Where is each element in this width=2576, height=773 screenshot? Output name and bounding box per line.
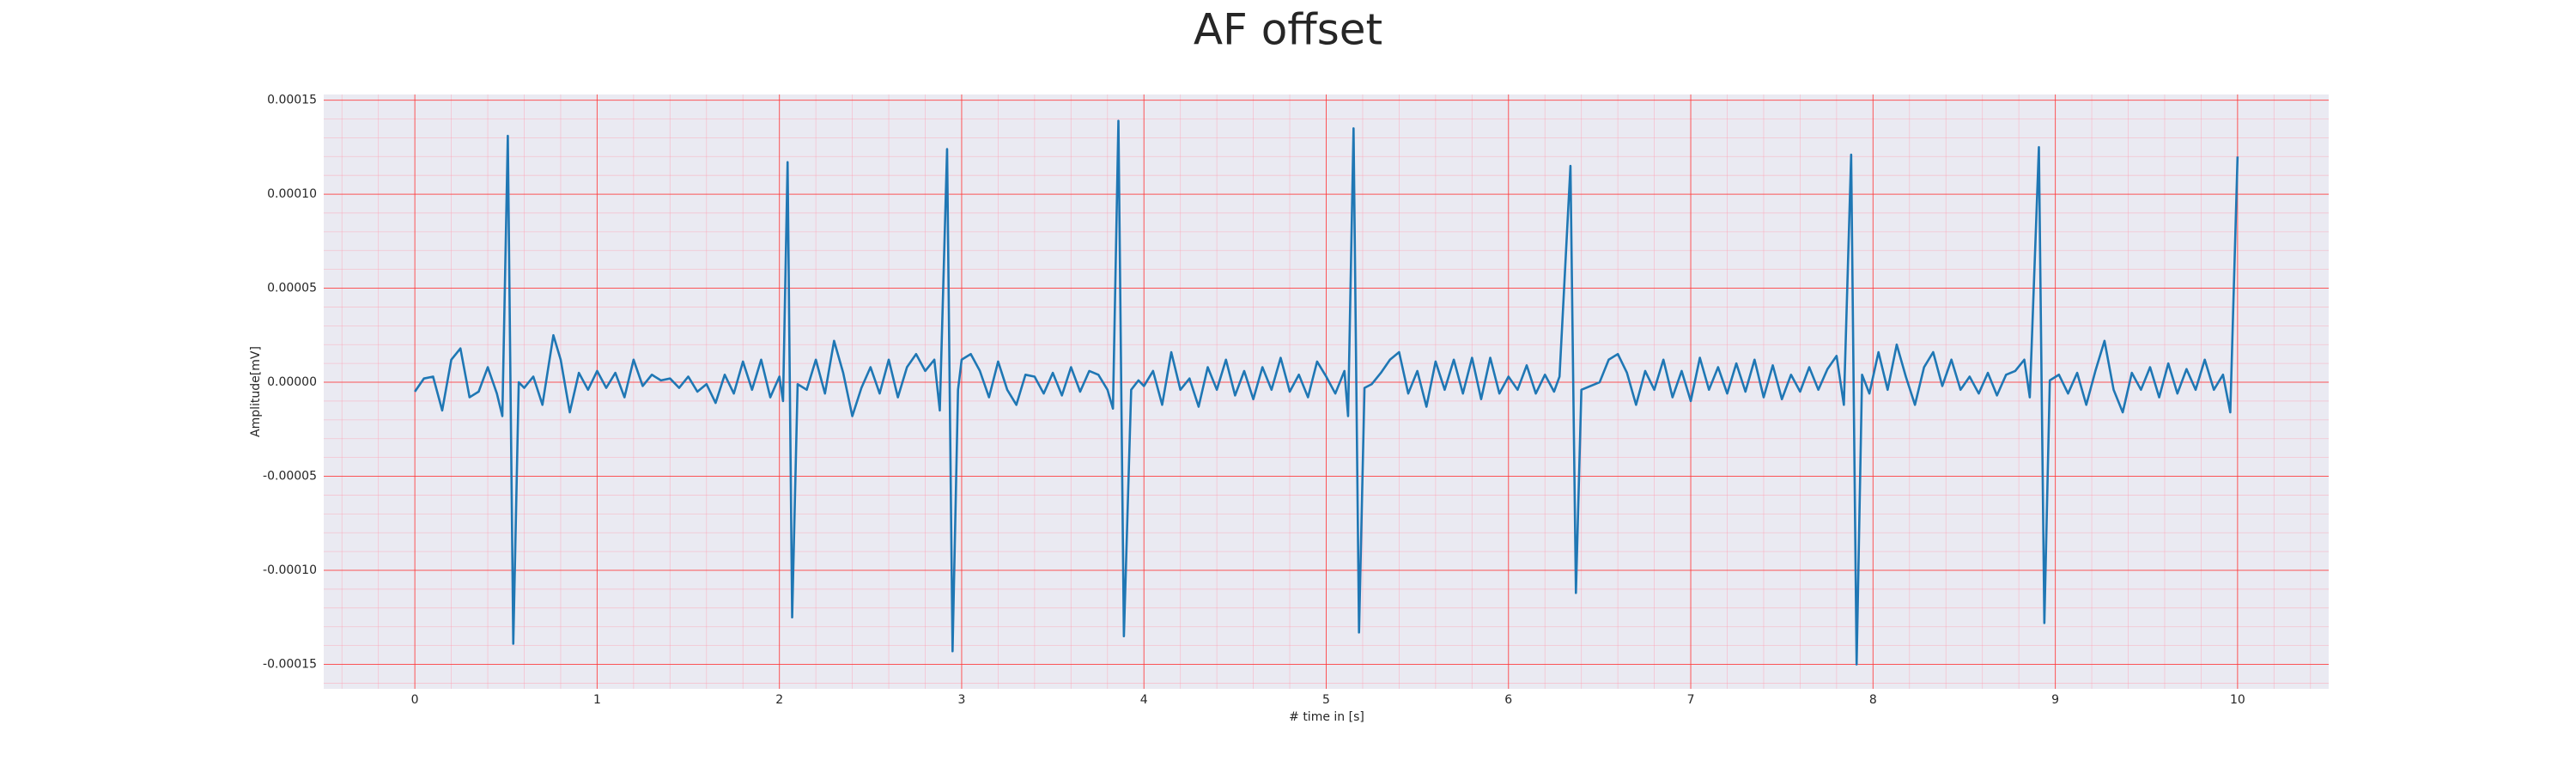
y-tick-label: 0.00000 [267,375,317,389]
tick-labels: 0 1 2 3 4 5 6 7 8 9 10 -0.00015 -0.00010 -0.00005 0.00… [263,94,2245,707]
chart-title: AF offset [1194,5,1382,55]
x-tick-label: 4 [1140,693,1148,707]
y-tick-label: -0.00005 [263,470,317,484]
x-tick-label: 5 [1322,693,1330,707]
x-axis-label: # time in [s] [1289,710,1364,724]
x-tick-label: 8 [1869,693,1877,707]
x-tick-label: 6 [1504,693,1512,707]
x-tick-label: 3 [957,693,965,707]
signal-line [414,119,2239,666]
x-tick-label: 1 [593,693,601,707]
x-tick-label: 7 [1687,693,1695,707]
series-layer [414,119,2239,666]
major-grid [324,94,2329,689]
y-tick-label: -0.00015 [263,658,317,672]
x-tick-label: 10 [2230,693,2245,707]
x-tick-label: 0 [411,693,419,707]
y-axis-label: Amplitude[mV] [249,346,263,437]
y-tick-label: 0.00005 [267,282,317,295]
y-tick-label: 0.00010 [267,187,317,201]
x-tick-label: 9 [2051,693,2059,707]
y-tick-label: 0.00015 [267,94,317,107]
x-tick-label: 2 [775,693,783,707]
y-tick-label: -0.00010 [263,563,317,577]
